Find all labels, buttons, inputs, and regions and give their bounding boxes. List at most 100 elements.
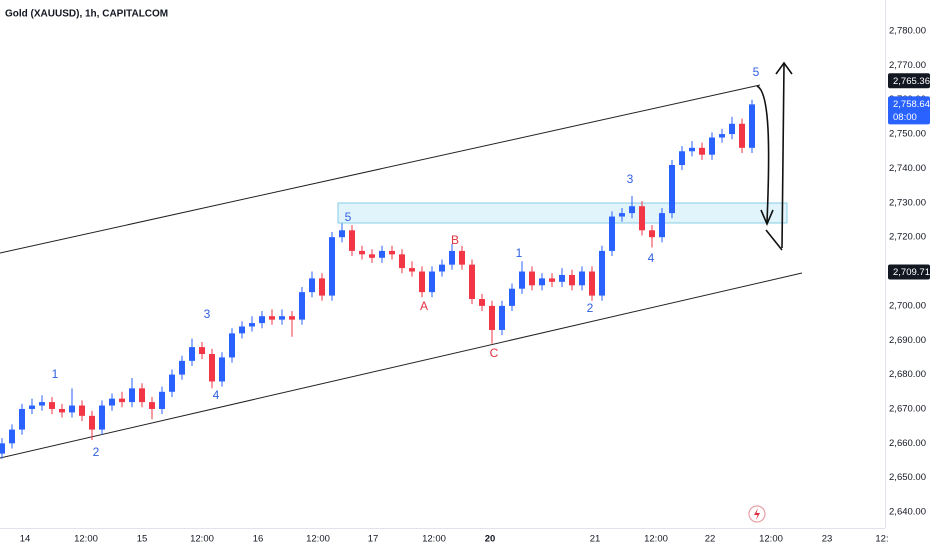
y-tick-label: 2,690.00 xyxy=(889,335,926,346)
candle-body xyxy=(319,278,325,296)
candle-body xyxy=(229,333,235,358)
candle-body xyxy=(379,250,385,258)
candle-body xyxy=(579,271,585,286)
candle-body xyxy=(639,206,645,231)
candle-body xyxy=(199,347,205,354)
price-tag xyxy=(888,96,930,125)
candle-body xyxy=(49,402,55,409)
wave-label: C xyxy=(490,346,499,360)
candle-body xyxy=(409,268,415,272)
x-tick-label: 17 xyxy=(368,534,379,545)
x-tick-label: 12:00 xyxy=(422,534,446,545)
x-tick-label: 22 xyxy=(705,534,716,545)
wave-label: 5 xyxy=(345,210,352,224)
x-tick-label: 15 xyxy=(137,534,148,545)
candle-body xyxy=(569,274,575,286)
wave-label: A xyxy=(420,299,428,313)
y-tick-label: 2,650.00 xyxy=(889,472,926,483)
y-tick-label: 2,640.00 xyxy=(889,507,926,518)
y-tick-label: 2,750.00 xyxy=(889,129,926,140)
price-tag-label: 2,758.64 xyxy=(893,99,930,110)
wave-label: 5 xyxy=(753,65,760,79)
price-tag-label: 2,765.36 xyxy=(893,76,930,87)
wave-label: 4 xyxy=(648,251,655,265)
candle-body xyxy=(499,305,505,330)
candle-body xyxy=(59,408,65,413)
candle-body xyxy=(279,316,285,320)
candle-body xyxy=(289,316,295,320)
candle-body xyxy=(39,402,45,406)
candle-body xyxy=(209,353,215,382)
candle-body xyxy=(369,254,375,258)
arrow-head-up xyxy=(775,61,793,75)
x-tick-label: 23 xyxy=(822,534,833,545)
channel-upper xyxy=(0,84,761,254)
candle-body xyxy=(589,271,595,296)
candle-body xyxy=(619,213,625,217)
x-tick-label: 12:00 xyxy=(759,534,783,545)
y-tick-label: 2,740.00 xyxy=(889,163,926,174)
candle-body xyxy=(189,347,195,361)
candle-body xyxy=(269,316,275,320)
candle-body xyxy=(519,271,525,289)
x-tick-label: 12:00 xyxy=(306,534,330,545)
candle-body xyxy=(479,299,485,306)
candle-body xyxy=(529,271,535,286)
x-tick-label: 20 xyxy=(485,534,496,545)
candle-body xyxy=(299,292,305,320)
candle-body xyxy=(149,402,155,409)
candle-body xyxy=(309,278,315,293)
candle-body xyxy=(709,137,715,155)
candle-body xyxy=(509,288,515,306)
wave-label: 1 xyxy=(52,367,59,381)
candle-body xyxy=(599,250,605,296)
y-tick-label: 2,700.00 xyxy=(889,300,926,311)
candle-body xyxy=(29,405,35,409)
price-tag-label: 2,709.71 xyxy=(893,267,930,278)
arrow-tail xyxy=(765,229,783,251)
candle-body xyxy=(0,443,5,454)
wave-label: 3 xyxy=(627,172,634,186)
channel-lower xyxy=(0,272,803,459)
candle-body xyxy=(469,264,475,300)
y-tick-label: 2,720.00 xyxy=(889,232,926,243)
y-tick-label: 2,670.00 xyxy=(889,403,926,414)
candle-body xyxy=(459,250,465,265)
y-tick-label: 2,770.00 xyxy=(889,60,926,71)
x-tick-label: 12:00 xyxy=(644,534,668,545)
candle-body xyxy=(119,398,125,403)
candle-body xyxy=(739,123,745,148)
y-tick-label: 2,780.00 xyxy=(889,26,926,37)
candle-body xyxy=(559,274,565,282)
candle-body xyxy=(359,250,365,255)
candle-body xyxy=(699,147,705,155)
candle-body xyxy=(219,357,225,382)
candle-body xyxy=(449,250,455,265)
candle-body xyxy=(249,323,255,327)
y-tick-label: 2,730.00 xyxy=(889,197,926,208)
candle-body xyxy=(749,104,755,148)
y-tick-label: 2,680.00 xyxy=(889,369,926,380)
candle-body xyxy=(139,388,145,403)
chart-title: Gold (XAUUSD), 1h, CAPITALCOM xyxy=(5,9,168,20)
candle-body xyxy=(389,250,395,255)
projection-arrow xyxy=(756,85,770,223)
candle-body xyxy=(69,405,75,413)
candle-body xyxy=(89,415,95,430)
candle-body xyxy=(439,264,445,272)
wave-label: 4 xyxy=(213,388,220,402)
x-tick-label: 12: xyxy=(875,534,888,545)
wave-label: 2 xyxy=(93,445,100,459)
candle-body xyxy=(429,271,435,293)
price-tag xyxy=(888,73,930,89)
range-line xyxy=(781,63,785,249)
candle-body xyxy=(259,316,265,324)
candle-body xyxy=(19,408,25,430)
wave-label: 2 xyxy=(587,301,594,315)
supply-zone xyxy=(337,202,788,224)
wave-label: 1 xyxy=(516,246,523,260)
candle-body xyxy=(159,391,165,409)
candle-body xyxy=(679,151,685,166)
candle-body xyxy=(689,147,695,152)
